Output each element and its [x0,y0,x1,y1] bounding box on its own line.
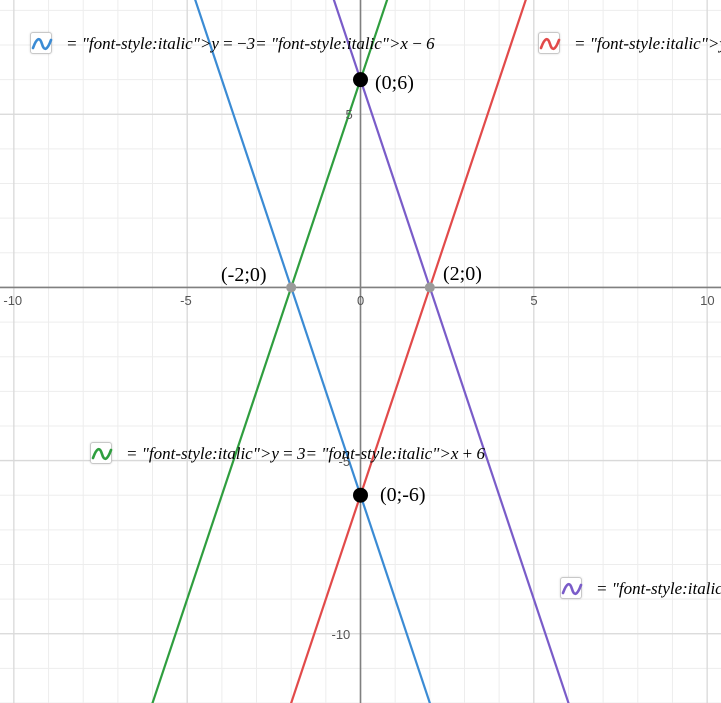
point-0-m6 [353,488,368,503]
point-2-0 [425,282,435,292]
coordinate-plane [0,0,721,703]
point-0-6 [353,72,368,87]
point-m2-0 [286,282,296,292]
